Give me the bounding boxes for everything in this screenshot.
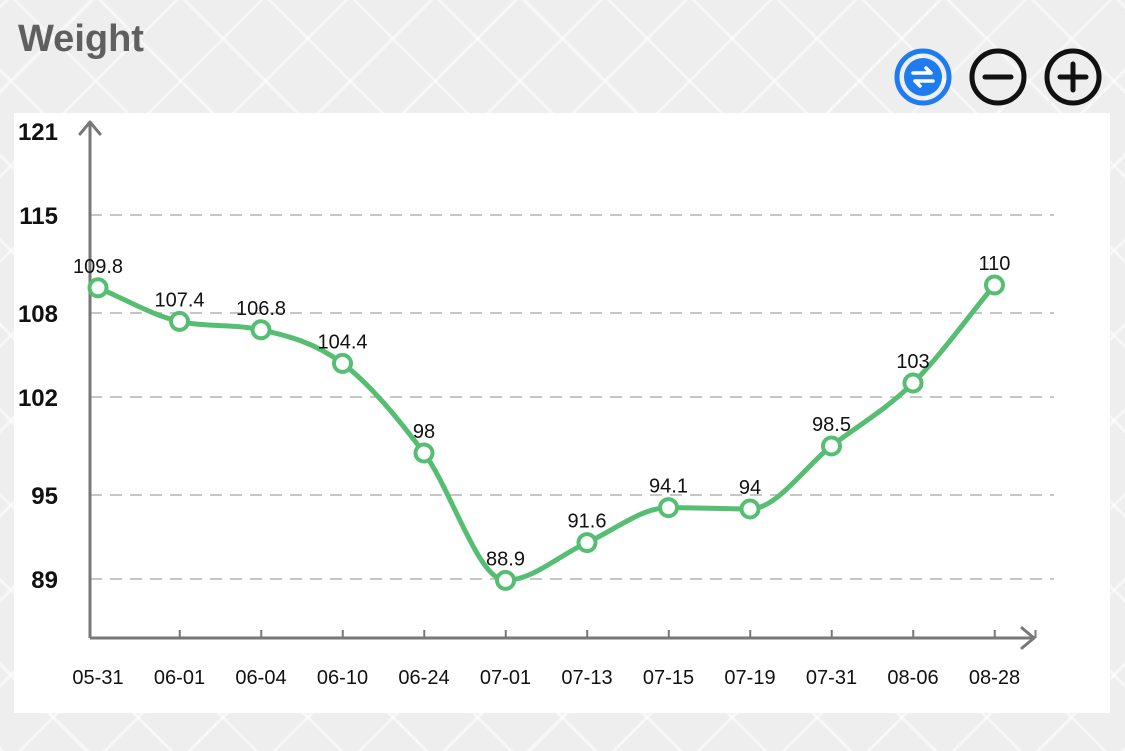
data-point[interactable] [413,442,435,464]
y-tick-label: 95 [31,483,58,510]
data-label: 104.4 [317,331,367,353]
x-axis-arrow [1020,626,1036,650]
data-point[interactable] [495,569,516,591]
data-label: 94.1 [649,476,688,498]
data-point[interactable] [87,277,109,299]
zoom-in-icon [1044,48,1102,106]
data-point[interactable] [902,372,924,394]
page-title: Weight [18,18,144,60]
data-label: 98 [413,421,435,443]
data-label: 98.5 [812,414,851,436]
data-point[interactable] [658,497,679,519]
data-point[interactable] [984,274,1005,296]
x-tick-label: 08-06 [887,667,938,689]
chart-panel: 89 95 102 108 115 121 05-31 06-01 06-04 06-10 06-2… [14,113,1110,713]
data-label: 106.8 [236,298,286,320]
data-label: 110 [979,253,1011,275]
data-point[interactable] [576,532,598,554]
x-tick-label: 07-01 [480,667,531,689]
x-tick-label: 06-01 [154,667,205,689]
x-tick-label: 07-15 [643,667,694,689]
y-axis-arrow [78,120,102,136]
y-tick-label: 89 [31,567,58,594]
x-tick-label: 07-31 [806,667,857,689]
swap-button[interactable] [893,47,953,107]
x-tick-label: 06-24 [398,667,449,689]
data-label: 94 [739,477,761,499]
x-tick-label: 06-04 [235,667,286,689]
data-label: 88.9 [486,548,525,570]
y-tick-label: 102 [18,385,58,412]
y-tick-label: 115 [19,203,58,230]
x-tick-label: 06-10 [317,667,368,689]
data-point[interactable] [821,435,842,457]
y-tick-label: 121 [18,119,58,146]
chart-toolbar [893,47,1103,107]
swap-arrows-icon [894,48,952,106]
y-tick-label: 108 [18,301,58,328]
data-label: 103 [896,351,929,373]
series-line [95,282,997,583]
x-tick-label: 05-31 [72,667,123,689]
x-tick-label: 07-19 [724,667,775,689]
weight-line-chart: 89 95 102 108 115 121 05-31 06-01 06-04 06-10 06-2… [18,119,1054,689]
zoom-in-button[interactable] [1043,47,1103,107]
data-point[interactable] [739,498,761,520]
data-point[interactable] [169,310,190,332]
data-point[interactable] [250,319,272,341]
zoom-out-button[interactable] [968,47,1028,107]
x-tick-label: 08-28 [969,667,1020,689]
data-label: 109.8 [73,256,123,278]
zoom-out-icon [969,48,1027,106]
data-point[interactable] [332,352,353,374]
data-label: 107.4 [154,289,204,311]
data-label: 91.6 [568,511,607,533]
x-tick-label: 07-13 [561,667,612,689]
